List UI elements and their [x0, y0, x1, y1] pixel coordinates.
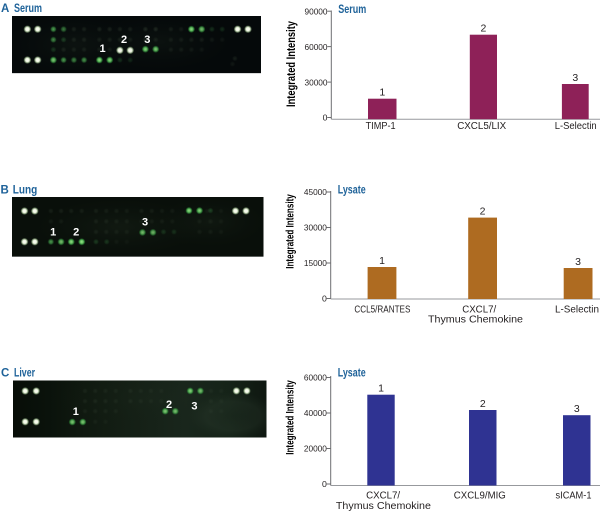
svg-text:0: 0 [322, 294, 327, 304]
svg-text:A: A [1, 3, 9, 15]
svg-text:Integrated Intensity: Integrated Intensity [285, 380, 297, 455]
svg-text:Integrated Intensity: Integrated Intensity [284, 21, 298, 107]
svg-text:Thymus Chemokine: Thymus Chemokine [428, 315, 523, 326]
svg-text:1: 1 [50, 227, 56, 239]
svg-text:20000: 20000 [304, 444, 327, 454]
svg-text:Lysate: Lysate [338, 183, 366, 197]
svg-text:Lysate: Lysate [338, 366, 366, 380]
svg-text:L-Selectin: L-Selectin [555, 304, 599, 315]
svg-text:15000: 15000 [304, 258, 327, 268]
svg-text:sICAM-1: sICAM-1 [556, 491, 592, 502]
svg-text:Serum: Serum [14, 3, 42, 15]
svg-text:60000: 60000 [304, 373, 327, 383]
svg-text:CXCL7/: CXCL7/ [366, 491, 400, 502]
svg-text:2: 2 [121, 34, 127, 46]
svg-text:CXCL9/MIG: CXCL9/MIG [454, 491, 506, 502]
svg-text:Integrated Intensity: Integrated Intensity [285, 194, 297, 269]
svg-text:CXCL7/: CXCL7/ [462, 304, 496, 315]
svg-text:1: 1 [379, 87, 385, 99]
svg-text:30000: 30000 [305, 77, 328, 87]
svg-text:40000: 40000 [304, 408, 327, 418]
svg-text:0: 0 [322, 479, 327, 489]
svg-text:C: C [1, 367, 9, 379]
svg-text:1: 1 [100, 43, 106, 55]
svg-text:B: B [1, 184, 9, 196]
svg-text:3: 3 [574, 403, 580, 415]
svg-text:3: 3 [191, 401, 197, 413]
svg-text:L-Selectin: L-Selectin [555, 121, 597, 132]
svg-text:1: 1 [378, 383, 384, 395]
svg-text:CXCL5/LIX: CXCL5/LIX [457, 121, 506, 132]
svg-text:45000: 45000 [304, 187, 327, 197]
svg-text:Liver: Liver [14, 367, 35, 379]
svg-text:3: 3 [144, 34, 150, 46]
svg-text:CCL5/RANTES: CCL5/RANTES [354, 304, 410, 315]
svg-text:2: 2 [480, 205, 486, 217]
svg-text:1: 1 [379, 255, 385, 267]
svg-text:3: 3 [572, 72, 578, 84]
svg-text:Thymus Chemokine: Thymus Chemokine [336, 501, 431, 511]
svg-text:TIMP-1: TIMP-1 [366, 121, 396, 132]
svg-text:90000: 90000 [305, 6, 328, 16]
svg-text:2: 2 [73, 227, 79, 239]
svg-text:60000: 60000 [305, 42, 328, 52]
svg-text:Serum: Serum [338, 2, 366, 16]
svg-text:3: 3 [575, 256, 581, 268]
svg-text:30000: 30000 [304, 223, 327, 233]
svg-text:2: 2 [166, 399, 172, 411]
svg-text:Lung: Lung [13, 184, 38, 196]
svg-text:1: 1 [73, 406, 79, 418]
svg-text:2: 2 [480, 23, 486, 35]
svg-text:0: 0 [323, 113, 328, 123]
svg-text:2: 2 [480, 398, 486, 410]
svg-text:3: 3 [142, 217, 148, 229]
